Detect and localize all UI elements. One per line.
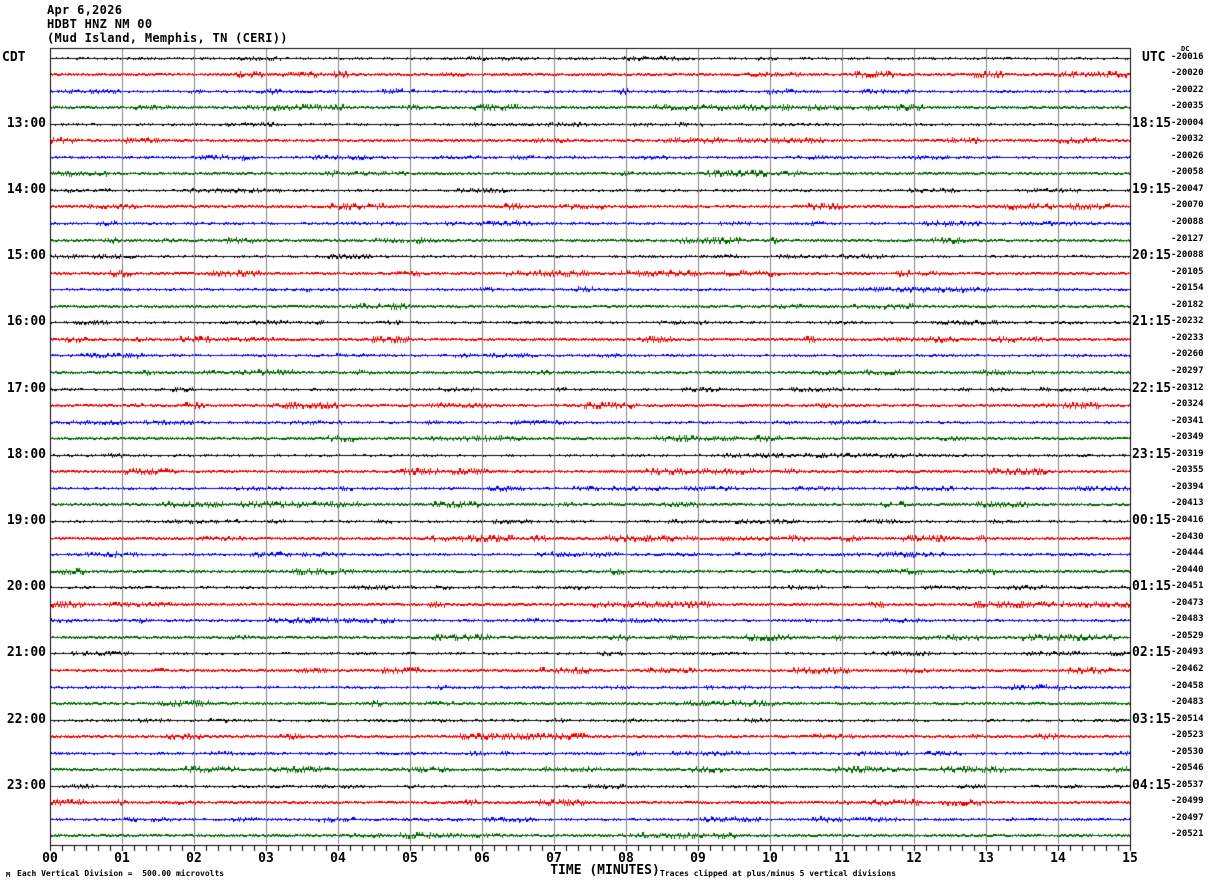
dc-offset-value: -20319 (1171, 449, 1204, 459)
dc-offset-value: -20022 (1171, 85, 1204, 95)
dc-offset-value: -20546 (1171, 763, 1204, 773)
dc-offset-value: -20530 (1171, 747, 1204, 757)
right-hour-label: 01:15 (1132, 579, 1172, 594)
x-tick-label: 09 (690, 851, 706, 866)
vertical-scale-note: Each Vertical Division = 500.00 microvol… (17, 869, 225, 878)
dc-offset-value: -20182 (1171, 300, 1204, 310)
station-code: HDBT HNZ NM 00 (47, 17, 153, 31)
dc-offset-value: -20233 (1171, 333, 1204, 343)
dc-offset-value: -20349 (1171, 432, 1204, 442)
dc-offset-value: -20537 (1171, 780, 1204, 790)
dc-offset-value: -20127 (1171, 234, 1204, 244)
right-hour-label: 00:15 (1132, 513, 1172, 528)
corner-mark: M (6, 871, 11, 879)
dc-offset-value: -20394 (1171, 482, 1204, 492)
left-hour-label: 20:00 (6, 579, 46, 594)
left-hour-label: 19:00 (6, 513, 46, 528)
left-hour-label: 18:00 (6, 447, 46, 462)
dc-offset-value: -20462 (1171, 664, 1204, 674)
x-tick-label: 07 (546, 851, 562, 866)
left-hour-label: 15:00 (6, 248, 46, 263)
left-hour-label: 17:00 (6, 381, 46, 396)
dc-offset-value: -20523 (1171, 730, 1204, 740)
dc-offset-value: -20529 (1171, 631, 1204, 641)
dc-offset-value: -20047 (1171, 184, 1204, 194)
x-tick-label: 14 (1050, 851, 1066, 866)
x-tick-label: 05 (402, 851, 418, 866)
x-tick-label: 11 (834, 851, 850, 866)
dc-offset-value: -20341 (1171, 416, 1204, 426)
dc-offset-value: -20444 (1171, 548, 1204, 558)
dc-column-label: DC (1181, 45, 1190, 53)
dc-offset-value: -20312 (1171, 383, 1204, 393)
dc-offset-value: -20458 (1171, 681, 1204, 691)
plot-date: Apr 6,2026 (47, 3, 123, 17)
dc-offset-value: -20070 (1171, 200, 1204, 210)
dc-offset-value: -20355 (1171, 465, 1204, 475)
x-axis-title: TIME (MINUTES) (550, 863, 660, 878)
x-tick-label: 03 (258, 851, 274, 866)
dc-offset-value: -20514 (1171, 714, 1204, 724)
dc-offset-value: -20521 (1171, 829, 1204, 839)
left-hour-label: 21:00 (6, 645, 46, 660)
x-tick-label: 02 (186, 851, 202, 866)
dc-offset-value: -20416 (1171, 515, 1204, 525)
x-tick-label: 13 (978, 851, 994, 866)
dc-offset-value: -20232 (1171, 316, 1204, 326)
left-hour-label: 13:00 (6, 116, 46, 131)
right-hour-label: 20:15 (1132, 248, 1172, 263)
x-tick-label: 15 (1122, 851, 1138, 866)
dc-offset-value: -20413 (1171, 498, 1204, 508)
dc-offset-value: -20483 (1171, 697, 1204, 707)
x-tick-label: 06 (474, 851, 490, 866)
x-tick-label: 12 (906, 851, 922, 866)
dc-offset-value: -20297 (1171, 366, 1204, 376)
right-hour-label: 02:15 (1132, 645, 1172, 660)
dc-offset-value: -20088 (1171, 250, 1204, 260)
right-hour-label: 23:15 (1132, 447, 1172, 462)
x-tick-label: 00 (42, 851, 58, 866)
x-tick-label: 04 (330, 851, 346, 866)
dc-offset-value: -20035 (1171, 101, 1204, 111)
right-hour-label: 04:15 (1132, 778, 1172, 793)
left-hour-label: 16:00 (6, 314, 46, 329)
dc-offset-value: -20004 (1171, 118, 1204, 128)
dc-offset-value: -20058 (1171, 167, 1204, 177)
dc-offset-value: -20430 (1171, 532, 1204, 542)
station-location: (Mud Island, Memphis, TN (CERI)) (47, 31, 288, 45)
dc-offset-value: -20499 (1171, 796, 1204, 806)
x-tick-label: 08 (618, 851, 634, 866)
x-tick-label: 01 (114, 851, 130, 866)
left-hour-label: 23:00 (6, 778, 46, 793)
dc-offset-value: -20105 (1171, 267, 1204, 277)
dc-offset-value: -20020 (1171, 68, 1204, 78)
right-hour-label: 22:15 (1132, 381, 1172, 396)
right-timezone-label: UTC (1142, 50, 1166, 65)
dc-offset-value: -20493 (1171, 647, 1204, 657)
dc-offset-value: -20016 (1171, 52, 1204, 62)
dc-offset-value: -20154 (1171, 283, 1204, 293)
left-hour-label: 22:00 (6, 712, 46, 727)
dc-offset-value: -20473 (1171, 598, 1204, 608)
dc-offset-value: -20483 (1171, 614, 1204, 624)
dc-offset-value: -20497 (1171, 813, 1204, 823)
x-tick-label: 10 (762, 851, 778, 866)
dc-offset-value: -20440 (1171, 565, 1204, 575)
dc-offset-value: -20451 (1171, 581, 1204, 591)
dc-offset-value: -20026 (1171, 151, 1204, 161)
clip-note: Traces clipped at plus/minus 5 vertical … (660, 869, 897, 878)
dc-offset-value: -20088 (1171, 217, 1204, 227)
left-hour-label: 14:00 (6, 182, 46, 197)
dc-offset-value: -20260 (1171, 349, 1204, 359)
right-hour-label: 03:15 (1132, 712, 1172, 727)
dc-offset-value: -20032 (1171, 134, 1204, 144)
right-hour-label: 18:15 (1132, 116, 1172, 131)
right-hour-label: 21:15 (1132, 314, 1172, 329)
dc-offset-value: -20324 (1171, 399, 1204, 409)
left-timezone-label: CDT (2, 50, 26, 65)
right-hour-label: 19:15 (1132, 182, 1172, 197)
